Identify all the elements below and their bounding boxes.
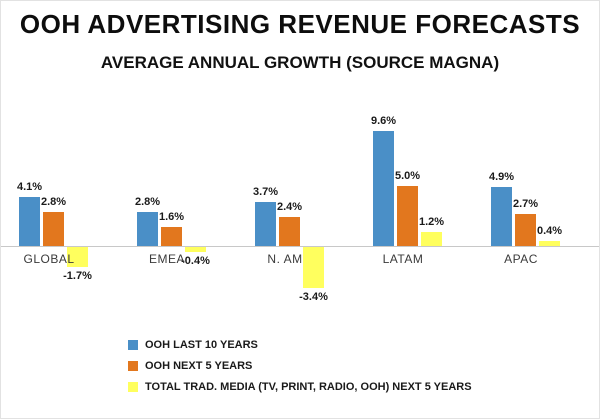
value-label: -0.4% xyxy=(181,254,210,267)
category-label: EMEA xyxy=(148,252,186,266)
value-label: 5.0% xyxy=(394,170,421,182)
legend-label: TOTAL TRAD. MEDIA (TV, PRINT, RADIO, OOH… xyxy=(145,381,472,393)
bar-series-2-4 xyxy=(539,241,560,246)
bar-group-emea: 2.8% 1.6% -0.4% EMEA xyxy=(134,96,210,336)
bar-series-2-1 xyxy=(185,247,206,252)
bar-series-1-1 xyxy=(161,226,182,246)
value-label: 3.7% xyxy=(252,185,279,198)
value-label: 2.4% xyxy=(276,201,303,214)
legend-swatch-icon xyxy=(128,382,138,392)
bar-series-2-2 xyxy=(303,247,324,288)
legend-item-0: OOH LAST 10 YEARS xyxy=(128,339,472,351)
category-label: LATAM xyxy=(382,252,424,266)
value-label: 4.9% xyxy=(488,171,515,184)
bar-series-1-0 xyxy=(43,212,64,246)
legend-swatch-icon xyxy=(128,340,138,350)
legend-item-1: OOH NEXT 5 YEARS xyxy=(128,360,472,372)
value-label: -1.7% xyxy=(63,270,92,283)
legend-item-2: TOTAL TRAD. MEDIA (TV, PRINT, RADIO, OOH… xyxy=(128,381,472,393)
value-label: 4.1% xyxy=(16,180,43,193)
category-label: APAC xyxy=(504,252,538,266)
bar-series-2-0 xyxy=(67,247,88,268)
bar-series-0-0 xyxy=(19,196,40,246)
bar-group-latam: 9.6% 5.0% 1.2% LATAM xyxy=(370,96,445,336)
bar-series-0-4 xyxy=(491,187,512,246)
value-label: 2.8% xyxy=(134,196,161,209)
category-label: GLOBAL xyxy=(23,252,75,266)
value-label: 1.6% xyxy=(158,210,185,223)
category-label: N. AM xyxy=(267,252,303,266)
chart-subtitle: AVERAGE ANNUAL GROWTH (SOURCE MAGNA) xyxy=(100,53,500,72)
bar-series-1-2 xyxy=(279,217,300,246)
legend-swatch-icon xyxy=(128,361,138,371)
value-label: 1.2% xyxy=(418,215,445,228)
bar-chart: 4.1% 2.8% -1.7% GLOBAL 2.8% 1.6% -0.4% EMEA 3.7%… xyxy=(1,96,599,336)
chart-title: OOH ADVERTISING REVENUE FORECASTS xyxy=(19,9,581,39)
bar-group-apac: 4.9% 2.7% 0.4% APAC xyxy=(488,96,563,336)
bar-group-global: 4.1% 2.8% -1.7% GLOBAL xyxy=(16,96,92,336)
value-label: -3.4% xyxy=(299,290,328,303)
legend-label: OOH LAST 10 YEARS xyxy=(145,339,258,351)
value-label: 9.6% xyxy=(370,114,397,127)
bar-series-1-3 xyxy=(397,186,418,246)
legend: OOH LAST 10 YEARS OOH NEXT 5 YEARS TOTAL T… xyxy=(128,339,472,393)
bar-group-n-am: 3.7% 2.4% -3.4% N. AM xyxy=(252,96,328,336)
legend-label: OOH NEXT 5 YEARS xyxy=(145,360,253,372)
bar-series-1-4 xyxy=(515,213,536,246)
bar-series-0-1 xyxy=(137,212,158,246)
bar-series-2-3 xyxy=(421,231,442,246)
value-label: 0.4% xyxy=(536,225,563,238)
zero-baseline xyxy=(1,246,599,247)
value-label: 2.8% xyxy=(40,196,67,209)
bar-series-0-3 xyxy=(373,130,394,246)
value-label: 2.7% xyxy=(512,197,539,210)
bar-series-0-2 xyxy=(255,201,276,246)
